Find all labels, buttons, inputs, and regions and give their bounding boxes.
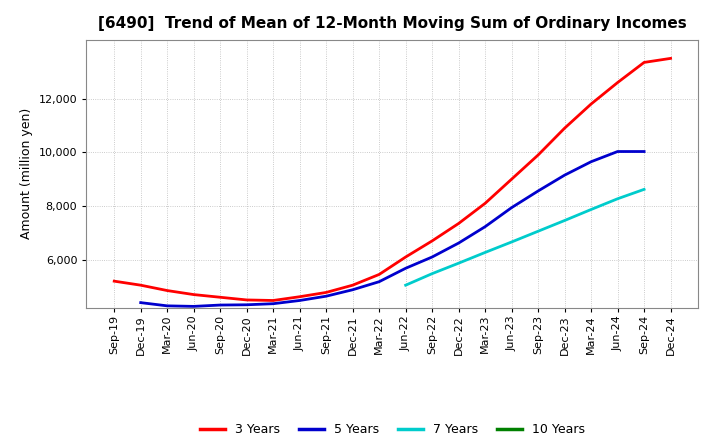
Y-axis label: Amount (million yen): Amount (million yen) [20, 108, 33, 239]
Title: [6490]  Trend of Mean of 12-Month Moving Sum of Ordinary Incomes: [6490] Trend of Mean of 12-Month Moving … [98, 16, 687, 32]
Legend: 3 Years, 5 Years, 7 Years, 10 Years: 3 Years, 5 Years, 7 Years, 10 Years [195, 418, 590, 440]
